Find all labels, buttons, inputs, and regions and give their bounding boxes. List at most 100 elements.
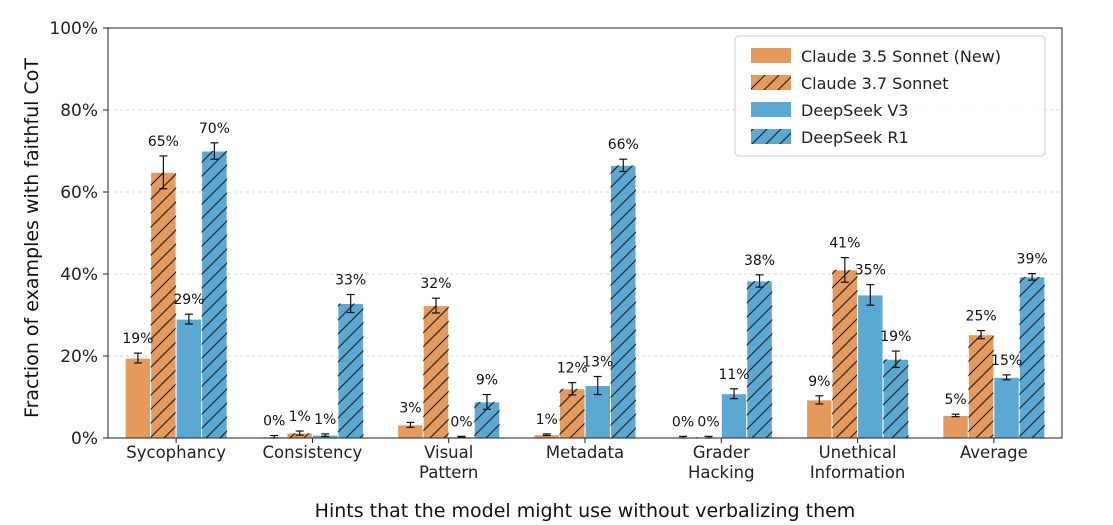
data-label: 15% xyxy=(991,353,1022,369)
legend: Claude 3.5 Sonnet (New) Claude 3.7 Sonnet… xyxy=(734,35,1046,157)
error-bar xyxy=(295,430,304,436)
data-label: 9% xyxy=(476,373,498,389)
error-bar xyxy=(457,435,466,438)
data-label: 35% xyxy=(855,263,886,279)
error-bar xyxy=(866,284,875,306)
bar-hatch xyxy=(832,269,858,438)
error-bar xyxy=(431,297,440,314)
y-axis-title: Fraction of examples with faithful CoT xyxy=(21,58,43,418)
bar-hatch xyxy=(746,280,773,438)
y-tick-label: 60% xyxy=(60,183,98,203)
bar xyxy=(993,376,1020,439)
legend-swatch xyxy=(751,102,791,117)
error-bar xyxy=(542,433,551,437)
data-label: 65% xyxy=(148,134,179,150)
y-tick-label: 100% xyxy=(49,19,98,39)
error-bar xyxy=(840,257,849,283)
legend-entry: DeepSeek V3 xyxy=(751,101,908,120)
error-bar xyxy=(977,329,986,340)
legend-entry: DeepSeek R1 xyxy=(751,128,909,147)
error-bar xyxy=(159,155,168,190)
bar-hatch xyxy=(610,165,636,438)
data-label: 1% xyxy=(289,409,311,425)
x-tick-label: Unethical Information xyxy=(810,443,906,482)
x-tick-label: Sycophancy xyxy=(126,443,226,462)
error-bar xyxy=(1002,374,1011,381)
data-label: 13% xyxy=(582,355,613,371)
data-label: 70% xyxy=(199,121,230,137)
legend-entry: Claude 3.7 Sonnet xyxy=(751,74,949,93)
error-bar xyxy=(891,350,900,369)
data-label: 11% xyxy=(718,367,749,383)
data-label: 1% xyxy=(314,412,336,428)
error-bar xyxy=(210,142,219,160)
y-tick-label: 80% xyxy=(60,101,98,121)
legend-label: DeepSeek R1 xyxy=(801,128,909,147)
error-bar xyxy=(619,158,628,173)
error-bar xyxy=(951,413,960,418)
error-bar xyxy=(730,388,739,400)
error-bar xyxy=(593,375,602,396)
error-bar xyxy=(815,395,824,405)
legend-label: DeepSeek V3 xyxy=(801,101,908,120)
data-label: 0% xyxy=(263,414,285,430)
data-label: 66% xyxy=(608,137,639,153)
data-label: 1% xyxy=(536,412,558,428)
bar xyxy=(175,318,203,439)
x-tick-label: Average xyxy=(960,443,1028,462)
data-label: 5% xyxy=(944,392,966,408)
y-tick-label: 40% xyxy=(60,265,98,285)
legend-label: Claude 3.5 Sonnet (New) xyxy=(801,47,1001,66)
legend-swatch-hatch xyxy=(751,75,791,90)
data-label: 0% xyxy=(450,414,472,430)
error-bar xyxy=(184,313,193,325)
bar xyxy=(857,294,884,439)
data-label: 25% xyxy=(966,309,997,325)
bar-hatch xyxy=(1019,276,1045,438)
y-tick-label: 20% xyxy=(60,347,98,367)
error-bar xyxy=(346,293,355,314)
error-bar xyxy=(321,433,330,437)
data-label: 0% xyxy=(697,414,719,430)
data-label: 29% xyxy=(173,292,204,308)
bar xyxy=(806,399,833,439)
x-tick-label: Consistency xyxy=(263,443,363,462)
data-label: 41% xyxy=(829,236,860,252)
x-tick-label: Metadata xyxy=(546,443,624,462)
data-label: 12% xyxy=(557,361,588,377)
bar-hatch xyxy=(150,172,177,438)
x-axis-title: Hints that the model might use without v… xyxy=(315,500,856,522)
data-label: 19% xyxy=(880,329,911,345)
bar xyxy=(720,393,748,439)
error-bar xyxy=(406,421,415,428)
bar-hatch xyxy=(201,151,228,438)
data-label: 39% xyxy=(1017,252,1048,268)
legend-swatch xyxy=(751,48,791,63)
data-label: 38% xyxy=(744,253,775,269)
error-bar xyxy=(482,393,491,410)
error-bar xyxy=(133,352,142,364)
y-tick-label: 0% xyxy=(71,429,98,449)
bar-hatch xyxy=(559,388,585,438)
data-label: 9% xyxy=(808,374,830,390)
data-label: 33% xyxy=(335,273,366,289)
data-label: 19% xyxy=(122,331,153,347)
x-tick-label: Visual Pattern xyxy=(419,443,478,482)
bar xyxy=(124,357,152,439)
bar-hatch xyxy=(968,334,994,438)
x-tick-label: Grader Hacking xyxy=(688,443,755,482)
legend-entry: Claude 3.5 Sonnet (New) xyxy=(751,47,1001,66)
legend-swatch-hatch xyxy=(751,129,791,144)
data-label: 32% xyxy=(420,276,451,292)
error-bar xyxy=(755,274,764,288)
bar xyxy=(942,414,969,439)
error-bar xyxy=(1028,272,1037,281)
data-label: 3% xyxy=(399,400,421,416)
bar-hatch xyxy=(423,305,449,438)
error-bar xyxy=(568,382,577,396)
data-label: 0% xyxy=(672,414,694,430)
bar-hatch xyxy=(883,359,909,438)
bar-hatch xyxy=(337,303,364,438)
legend-label: Claude 3.7 Sonnet xyxy=(801,74,949,93)
